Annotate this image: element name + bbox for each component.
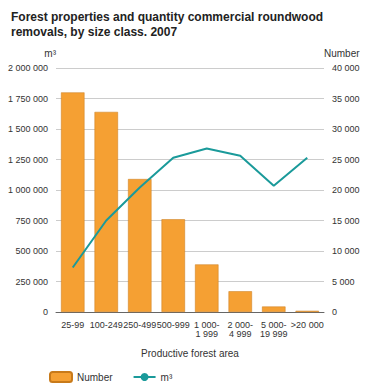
svg-text:30 000: 30 000 (332, 124, 360, 134)
svg-text:25 000: 25 000 (332, 155, 360, 165)
svg-text:100-249: 100-249 (90, 320, 123, 330)
svg-text:1 500 000: 1 500 000 (8, 124, 48, 134)
svg-text:15 000: 15 000 (332, 216, 360, 226)
svg-text:10 000: 10 000 (332, 246, 360, 256)
svg-text:m³: m³ (44, 48, 56, 59)
svg-text:20 000: 20 000 (332, 185, 360, 195)
svg-text:5 000-: 5 000- (261, 319, 287, 330)
svg-text:Productive forest area: Productive forest area (141, 348, 239, 359)
svg-text:4 999: 4 999 (229, 329, 252, 339)
svg-text:0: 0 (332, 307, 337, 317)
svg-text:2 000-: 2 000- (227, 319, 253, 330)
svg-text:19 999: 19 999 (260, 329, 288, 339)
svg-text:Forest properties and quantity: Forest properties and quantity commercia… (11, 10, 326, 24)
svg-text:5 000: 5 000 (332, 277, 355, 287)
svg-text:1 000 000: 1 000 000 (8, 185, 48, 195)
svg-text:1 000-: 1 000- (194, 319, 220, 330)
svg-text:0: 0 (43, 307, 48, 317)
svg-text:500 000: 500 000 (15, 246, 48, 256)
svg-text:35 000: 35 000 (332, 94, 360, 104)
svg-text:Number: Number (324, 48, 360, 59)
svg-text:1 750 000: 1 750 000 (8, 94, 48, 104)
svg-text:m³: m³ (161, 372, 173, 383)
svg-text:250-499: 250-499 (123, 320, 156, 330)
svg-text:25-99: 25-99 (61, 320, 84, 330)
svg-text:1 250 000: 1 250 000 (8, 155, 48, 165)
svg-text:2 000 000: 2 000 000 (8, 63, 48, 73)
svg-text:500-999: 500-999 (157, 320, 190, 330)
svg-text:750 000: 750 000 (15, 216, 48, 226)
svg-text:40 000: 40 000 (332, 63, 360, 73)
svg-text:Number: Number (77, 372, 113, 383)
svg-text:1 999: 1 999 (195, 329, 218, 339)
svg-text:250 000: 250 000 (15, 277, 48, 287)
svg-text:removals, by size class. 2007: removals, by size class. 2007 (11, 25, 177, 39)
svg-text:>20 000: >20 000 (291, 320, 324, 330)
